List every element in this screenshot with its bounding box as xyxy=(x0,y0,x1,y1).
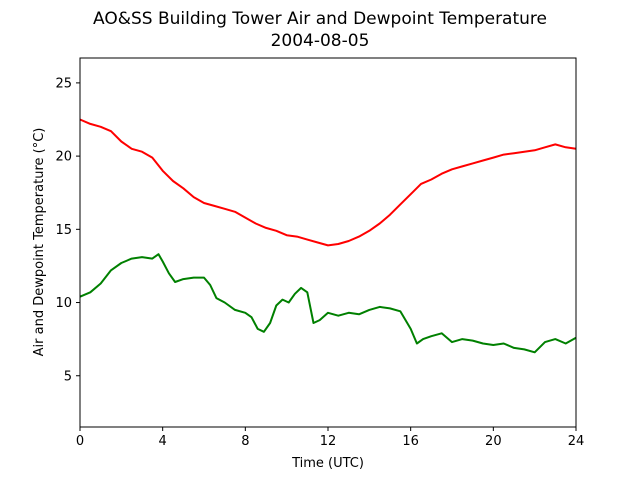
x-tick-label: 16 xyxy=(402,434,419,449)
x-tick-label: 20 xyxy=(485,434,502,449)
y-tick-label: 15 xyxy=(55,223,72,238)
x-tick-label: 24 xyxy=(568,434,585,449)
chart-title: AO&SS Building Tower Air and Dewpoint Te… xyxy=(93,9,547,29)
x-tick-label: 4 xyxy=(159,434,167,449)
x-tick-label: 8 xyxy=(241,434,249,449)
x-axis-label: Time (UTC) xyxy=(291,456,364,471)
plot-frame xyxy=(79,57,577,428)
y-axis-ticks: 5 10 15 20 25 xyxy=(55,76,80,384)
y-axis-label: Air and Dewpoint Temperature (°C) xyxy=(32,128,47,357)
series-layer xyxy=(79,118,577,354)
x-tick-label: 12 xyxy=(320,434,337,449)
y-tick-label: 20 xyxy=(55,150,72,165)
y-tick-label: 5 xyxy=(64,369,72,384)
series-line-1 xyxy=(79,253,577,354)
series-line-0 xyxy=(79,118,577,247)
chart-subtitle: 2004-08-05 xyxy=(271,31,370,51)
y-tick-label: 25 xyxy=(55,76,72,91)
x-tick-label: 0 xyxy=(76,434,84,449)
y-tick-label: 10 xyxy=(55,296,72,311)
x-axis-ticks: 0 4 8 12 16 20 24 xyxy=(76,427,584,449)
